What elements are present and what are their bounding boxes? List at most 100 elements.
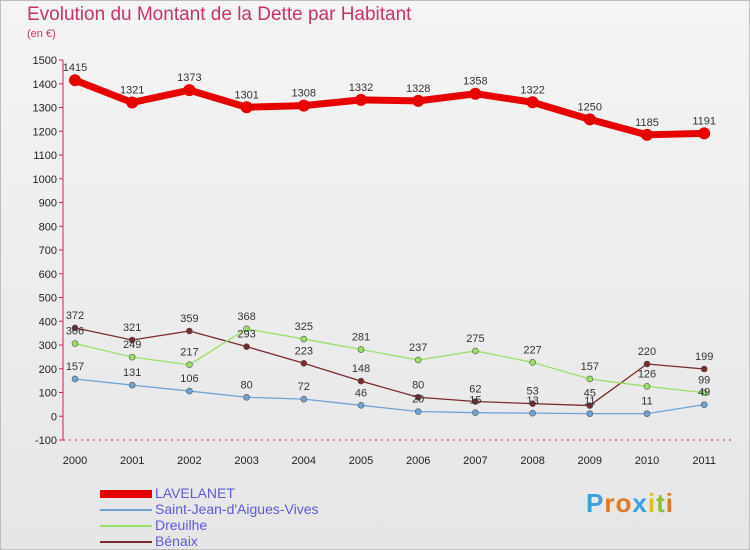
legend-swatch-lavelanet — [100, 490, 152, 498]
x-tick-label: 2007 — [463, 455, 487, 467]
data-point — [357, 402, 365, 409]
y-tick-label: 100 — [39, 388, 57, 400]
data-point — [71, 340, 79, 347]
x-tick-label: 2002 — [177, 455, 201, 467]
x-tick-label: 2006 — [406, 455, 430, 467]
data-label: 368 — [237, 311, 255, 323]
data-label: 72 — [298, 381, 310, 393]
data-label: 1321 — [120, 85, 144, 97]
data-label: 1358 — [463, 76, 487, 88]
data-label: 1415 — [63, 62, 87, 74]
data-point — [300, 335, 308, 343]
chart-title: Evolution du Montant de la Dette par Hab… — [27, 4, 412, 25]
data-label: 321 — [123, 322, 141, 334]
y-tick-label: 300 — [39, 340, 57, 352]
data-label: 20 — [412, 394, 424, 406]
data-label: 157 — [66, 361, 84, 373]
legend-label-benaix: Bénaix — [155, 533, 198, 549]
data-point — [71, 375, 79, 383]
legend-label-saint-jean: Saint-Jean-d'Aigues-Vives — [155, 501, 319, 517]
data-label: 306 — [66, 326, 84, 338]
x-tick-label: 2005 — [349, 455, 373, 467]
data-label: 220 — [638, 346, 656, 358]
logo-letter: i — [647, 488, 657, 518]
data-point — [643, 410, 651, 417]
legend-label-lavelanet: LAVELANET — [155, 485, 235, 501]
data-label: 46 — [355, 387, 367, 399]
data-label: 126 — [638, 368, 656, 380]
data-point — [583, 113, 596, 126]
data-point — [71, 324, 79, 332]
data-label: 11 — [584, 396, 595, 408]
y-tick-label: 200 — [39, 364, 57, 376]
data-point — [469, 87, 482, 100]
logo-letter: x — [632, 488, 648, 518]
data-point — [355, 93, 367, 106]
x-tick-label: 2003 — [234, 455, 258, 467]
series-line-1 — [74, 378, 705, 415]
y-tick-label: 1200 — [33, 126, 57, 138]
data-label: 1373 — [177, 72, 201, 84]
data-point — [529, 359, 536, 366]
y-tick-label: 1400 — [33, 79, 57, 91]
data-point — [243, 343, 250, 350]
data-label: 275 — [466, 333, 484, 345]
logo-letter: r — [604, 488, 616, 518]
y-tick-label: 0 — [51, 411, 57, 423]
data-point — [414, 356, 422, 364]
data-label: 1328 — [406, 83, 430, 95]
logo-letter: o — [615, 488, 633, 518]
data-label: 49 — [698, 387, 710, 399]
data-label: 249 — [123, 339, 141, 351]
data-point — [300, 395, 308, 403]
data-point — [472, 347, 479, 355]
data-label: 227 — [523, 344, 541, 356]
data-label: 62 — [469, 384, 481, 396]
data-label: 372 — [66, 310, 84, 322]
legend-label-dreuilhe: Dreuilhe — [155, 517, 208, 533]
data-label: 80 — [240, 379, 252, 391]
data-point — [414, 408, 422, 415]
data-label: 106 — [180, 373, 198, 385]
data-label: 1322 — [520, 84, 544, 96]
y-tick-label: 1000 — [33, 174, 57, 186]
data-point — [243, 393, 250, 401]
data-point — [186, 387, 193, 395]
y-tick-label: 700 — [39, 245, 57, 257]
data-point — [641, 128, 653, 141]
data-point — [529, 409, 536, 417]
y-tick-label: 800 — [39, 221, 57, 233]
y-tick-label: 500 — [39, 293, 57, 305]
data-point — [126, 96, 139, 109]
y-tick-label: 1300 — [33, 103, 57, 115]
data-label: 281 — [352, 332, 370, 344]
x-tick-label: 2011 — [692, 455, 716, 467]
data-label: 80 — [412, 379, 424, 391]
x-tick-label: 2008 — [520, 455, 544, 467]
data-label: 237 — [409, 342, 427, 354]
x-tick-label: 2010 — [635, 455, 659, 467]
data-point — [240, 101, 253, 114]
data-point — [586, 375, 594, 383]
data-point — [586, 402, 594, 409]
data-label: 293 — [237, 329, 255, 341]
data-label: 1191 — [692, 115, 716, 127]
data-label: 223 — [295, 345, 313, 357]
y-tick-label: 400 — [39, 316, 57, 328]
y-tick-label: 600 — [39, 269, 57, 281]
legend-swatch-saint-jean — [100, 509, 152, 511]
data-point — [472, 398, 479, 405]
data-point — [700, 389, 708, 397]
y-tick-label: -100 — [35, 435, 57, 447]
y-tick-label: 900 — [39, 198, 57, 210]
data-point — [700, 365, 708, 373]
data-label: 15 — [469, 395, 481, 407]
x-tick-label: 2001 — [120, 455, 144, 467]
data-label: 99 — [698, 375, 710, 387]
data-label: 1332 — [349, 82, 373, 94]
data-point — [412, 94, 425, 107]
data-label: 157 — [581, 361, 599, 373]
data-label: 325 — [295, 321, 313, 333]
data-point — [586, 410, 594, 417]
